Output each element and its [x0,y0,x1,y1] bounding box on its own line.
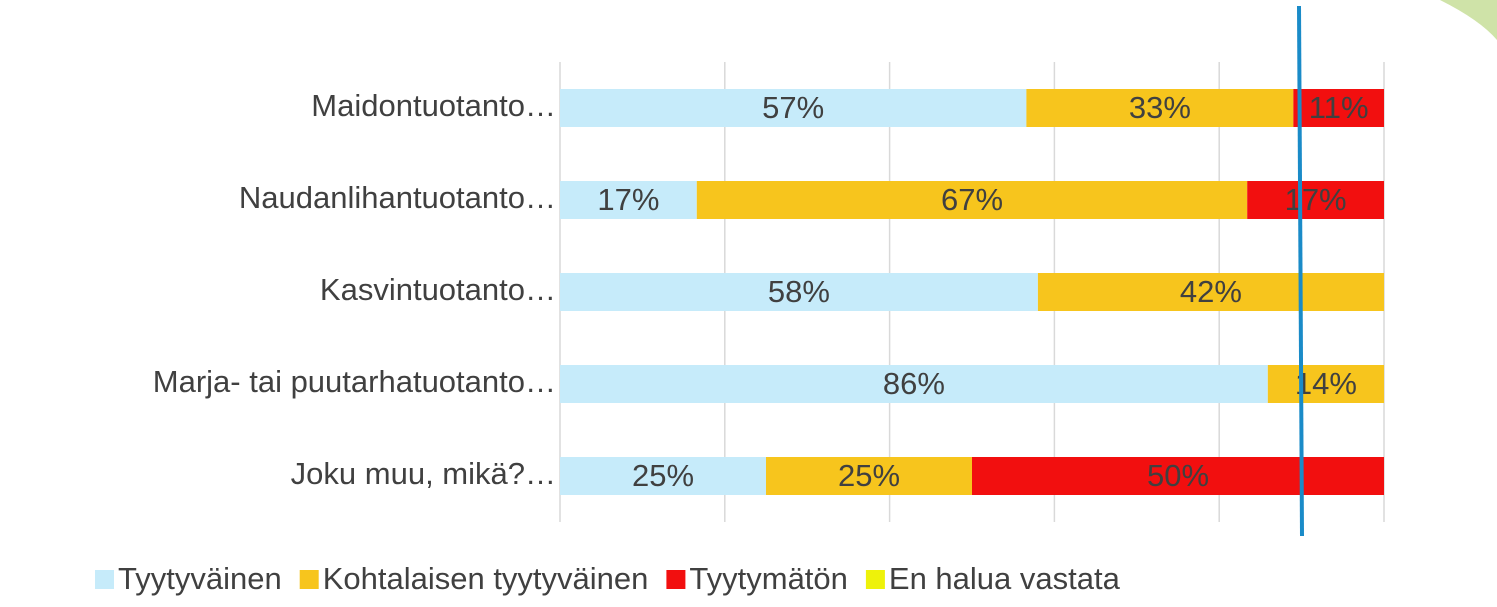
data-label: 25% [838,458,900,493]
y-tick-label: Marja- tai puutarhatuotanto… [153,364,556,399]
data-label: 42% [1180,274,1242,309]
marker-line [1299,6,1302,536]
data-label: 17% [1285,182,1347,217]
data-label: 11% [1309,90,1369,125]
y-tick-label: Maidontuotanto… [311,88,556,123]
y-tick-label: Naudanlihantuotanto… [239,180,556,215]
data-label: 17% [597,182,659,217]
decoration [1440,0,1497,40]
legend-label: En halua vastata [889,561,1121,596]
data-label: 25% [632,458,694,493]
legend-label: Tyytyväinen [118,561,282,596]
legend-swatch [866,570,885,589]
y-tick-label: Joku muu, mikä?… [291,456,556,491]
legend-label: Kohtalaisen tyytyväinen [323,561,649,596]
legend-label: Tyytymätön [689,561,848,596]
data-label: 14% [1295,366,1357,401]
data-label: 33% [1129,90,1191,125]
data-label: 58% [768,274,830,309]
legend-swatch [300,570,319,589]
chart: Maidontuotanto… 57% 33% 11% Naudanlihantuota… [0,0,1497,607]
data-label: 86% [883,366,945,401]
data-label: 50% [1147,458,1209,493]
legend-swatch [95,570,114,589]
plot-area: Maidontuotanto… 57% 33% 11% Naudanlihantuota… [153,62,1384,522]
y-tick-label: Kasvintuotanto… [320,272,556,307]
data-label: 57% [762,90,824,125]
data-label: 67% [941,182,1003,217]
legend-swatch [666,570,685,589]
